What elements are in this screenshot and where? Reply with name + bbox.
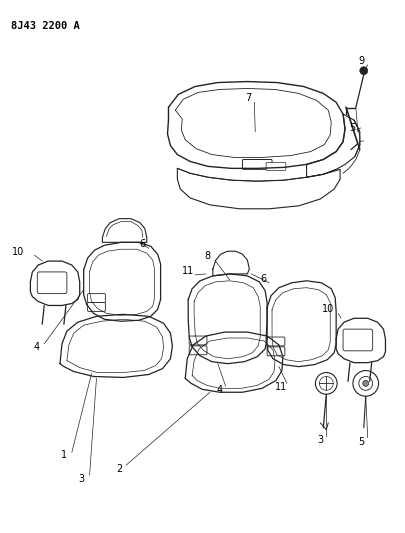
Circle shape [358, 376, 372, 390]
Circle shape [352, 370, 377, 396]
Text: 11: 11 [181, 266, 194, 276]
Text: 2: 2 [116, 464, 122, 474]
Text: 3: 3 [317, 434, 323, 445]
Text: 4: 4 [33, 342, 39, 352]
Text: 3: 3 [79, 474, 85, 484]
Text: 6: 6 [139, 239, 145, 249]
FancyBboxPatch shape [87, 294, 105, 303]
Circle shape [359, 67, 367, 75]
Text: 1: 1 [61, 450, 67, 461]
Text: 11: 11 [274, 382, 286, 392]
FancyBboxPatch shape [266, 347, 284, 356]
Text: 9: 9 [358, 56, 364, 66]
FancyBboxPatch shape [87, 303, 105, 311]
Text: 5: 5 [348, 123, 354, 133]
Text: 8: 8 [205, 251, 211, 261]
FancyBboxPatch shape [189, 346, 207, 355]
Circle shape [319, 376, 333, 390]
FancyBboxPatch shape [37, 272, 67, 294]
Text: 6: 6 [260, 274, 266, 284]
Text: 10: 10 [13, 247, 25, 257]
FancyBboxPatch shape [189, 336, 207, 345]
Text: 10: 10 [321, 304, 334, 314]
Text: 5: 5 [358, 437, 364, 447]
Circle shape [362, 381, 368, 386]
FancyBboxPatch shape [242, 159, 271, 169]
Text: 4: 4 [216, 385, 222, 395]
Circle shape [315, 373, 336, 394]
FancyBboxPatch shape [265, 163, 285, 171]
Text: 8J43 2200 A: 8J43 2200 A [11, 21, 79, 31]
FancyBboxPatch shape [342, 329, 372, 351]
Text: 7: 7 [245, 93, 251, 103]
FancyBboxPatch shape [266, 337, 284, 346]
